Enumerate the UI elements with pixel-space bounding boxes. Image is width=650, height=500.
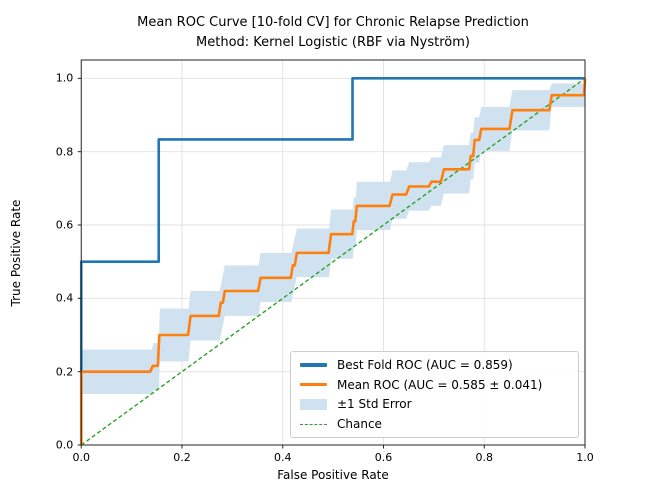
std-error-band-swatch (300, 398, 327, 410)
x-axis-label: False Positive Rate (277, 468, 389, 482)
y-tick-label: 0.8 (55, 145, 74, 159)
legend-item-best-fold: Best Fold ROC (AUC = 0.859) (291, 355, 578, 375)
legend-item-chance: Chance (291, 414, 578, 434)
legend-label-best-fold: Best Fold ROC (AUC = 0.859) (337, 357, 513, 372)
legend-label-chance: Chance (337, 417, 382, 432)
x-tick-label: 0.4 (274, 451, 292, 464)
y-axis-label: True Positive Rate (9, 199, 23, 307)
x-tick-label: 0.8 (475, 451, 494, 464)
legend-label-mean-roc: Mean ROC (AUC = 0.585 ± 0.041) (337, 377, 543, 392)
y-tick-label: 0.6 (55, 218, 74, 232)
chart-title: Mean ROC Curve [10-fold CV] for Chronic … (137, 15, 529, 30)
chart-title-block: Mean ROC Curve [10-fold CV] for Chronic … (81, 13, 585, 52)
chance-line (80, 77, 586, 446)
x-tick-label: 1.0 (576, 451, 594, 464)
chart-subtitle: Method: Kernel Logistic (RBF via Nyström… (196, 34, 470, 50)
x-tick-label: 0.0 (72, 451, 91, 464)
x-tick-label: 0.2 (173, 451, 191, 464)
x-tick-label: 0.6 (374, 451, 393, 464)
y-tick-label: 0.0 (55, 438, 74, 452)
legend-item-std-error: ±1 Std Error (291, 395, 578, 415)
mean-roc-line (79, 78, 587, 445)
y-tick-label: 1.0 (55, 71, 74, 85)
y-tick-label: 0.4 (55, 291, 74, 305)
legend-label-std-error: ±1 Std Error (337, 397, 412, 412)
best-fold-line-swatch (300, 363, 327, 367)
chance-line-swatch (300, 423, 327, 425)
legend-item-mean-roc: Mean ROC (AUC = 0.585 ± 0.041) (291, 375, 578, 395)
mean-roc-line-swatch (300, 382, 327, 387)
y-tick-label: 0.2 (55, 365, 74, 379)
axes-spines (80, 59, 586, 446)
legend: Best Fold ROC (AUC = 0.859) Mean ROC (AU… (290, 351, 579, 438)
